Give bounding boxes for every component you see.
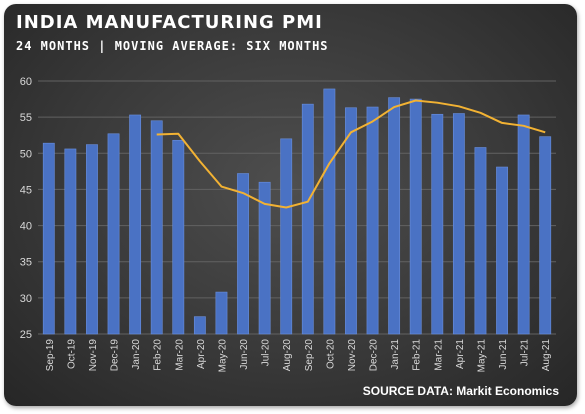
bar	[539, 136, 552, 335]
bar	[280, 138, 293, 335]
bar	[64, 148, 77, 335]
x-tick-label: Feb-20	[153, 339, 164, 371]
bar	[150, 120, 163, 335]
chart-card: INDIA MANUFACTURING PMI 24 MONTHS | MOVI…	[4, 4, 577, 406]
y-tick-label: 40	[20, 221, 32, 233]
bar	[517, 114, 530, 335]
x-tick-label: Jan-20	[131, 339, 142, 370]
x-tick-label: Sep-20	[304, 339, 315, 372]
bar	[237, 173, 249, 335]
x-tick-label: Jun-20	[239, 339, 250, 370]
x-tick-label: Dec-19	[110, 339, 121, 372]
x-tick-label: Jan-21	[390, 339, 401, 370]
y-tick-label: 45	[20, 184, 32, 196]
chart-plot-area: 25 30 35 40 45 50 55 60 Sep-19 Oct-19 Nov-19 Dec-19…	[20, 76, 556, 373]
bar	[129, 114, 142, 335]
y-tick-label: 55	[20, 112, 32, 124]
x-tick-label: Apr-21	[455, 339, 466, 369]
x-tick-label: Feb-21	[412, 339, 423, 371]
x-tick-label: Oct-20	[325, 339, 336, 369]
x-tick-label: May-20	[217, 339, 228, 373]
bar	[42, 142, 55, 335]
bar	[388, 97, 401, 335]
bar	[86, 144, 98, 335]
chart-title: INDIA MANUFACTURING PMI	[16, 12, 323, 33]
y-tick-label: 35	[20, 257, 32, 269]
y-tick-label: 25	[20, 329, 32, 341]
x-tick-label: Jul-20	[261, 339, 272, 367]
x-tick-label: Apr-20	[196, 339, 207, 369]
x-tick-label: Sep-19	[45, 339, 56, 372]
x-tick-label: Nov-19	[88, 339, 99, 372]
bar	[452, 113, 465, 335]
chart-subtitle: 24 MONTHS | MOVING AVERAGE: SIX MONTHS	[16, 39, 329, 53]
bar	[431, 113, 444, 335]
x-tick-label: Mar-20	[174, 339, 185, 371]
x-tick-label: Jul-21	[520, 339, 531, 367]
bar	[193, 316, 206, 335]
x-tick-label: Mar-21	[433, 339, 444, 371]
bar	[323, 88, 336, 335]
bar	[215, 291, 228, 335]
bar	[172, 139, 185, 335]
x-tick-label: Aug-21	[541, 339, 552, 372]
bar	[409, 98, 422, 335]
x-tick-label: Dec-20	[369, 339, 380, 372]
x-tick-label: Oct-19	[66, 339, 77, 369]
y-tick-label: 50	[20, 148, 32, 160]
y-tick-label: 30	[20, 293, 32, 305]
x-tick-label: Aug-20	[282, 339, 293, 372]
bar	[301, 103, 314, 335]
bar	[366, 106, 379, 335]
moving-average-line	[156, 99, 546, 209]
x-tick-label: Jun-21	[498, 339, 509, 370]
bar	[258, 181, 271, 335]
y-tick-label: 60	[20, 76, 32, 88]
x-tick-label: May-21	[476, 339, 487, 373]
bar	[107, 133, 120, 335]
source-note: SOURCE DATA: Markit Economics	[362, 384, 559, 398]
bar	[345, 107, 357, 335]
bar	[474, 147, 487, 335]
bar	[496, 166, 508, 335]
x-tick-label: Nov-20	[347, 339, 358, 372]
